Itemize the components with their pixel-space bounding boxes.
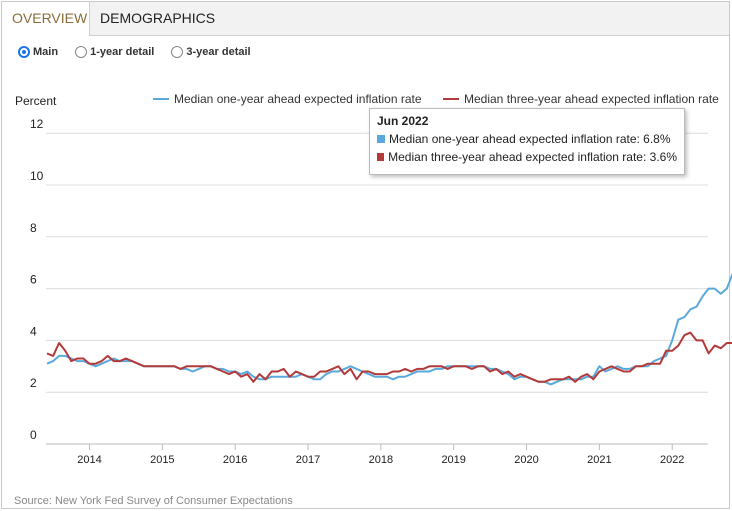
source-note: Source: New York Fed Survey of Consumer … [14,495,293,507]
tooltip-three-year-text: Median three-year ahead expected inflati… [388,150,677,164]
three-year-swatch-icon [377,153,385,161]
y-tick-label: 4 [30,324,37,338]
radio-main-label: Main [33,46,59,58]
y-axis-label: Percent [15,94,57,108]
tab-bar: OVERVIEW DEMOGRAPHICS [2,2,729,36]
legend-three-year-label: Median three-year ahead expected inflati… [464,92,719,106]
tab-demographics[interactable]: DEMOGRAPHICS [100,10,216,26]
y-tick-label: 8 [30,221,37,235]
one-year-swatch-icon [377,135,385,143]
radio-1-year-detail-label: 1-year detail [90,46,155,58]
x-tick-label: 2019 [441,454,465,466]
y-tick-label: 10 [30,169,44,183]
y-tick-label: 0 [30,428,37,442]
data-tooltip: Jun 2022 Median one-year ahead expected … [369,108,685,175]
radio-checked-icon [18,46,30,58]
radio-3-year-detail-label: 3-year detail [186,46,251,58]
radio-unchecked-icon [171,46,184,58]
x-tick-label: 2022 [660,454,684,466]
radio-unchecked-icon [75,46,88,58]
x-tick-label: 2018 [369,454,393,466]
x-tick-label: 2017 [296,454,320,466]
tab-overview[interactable]: OVERVIEW [2,2,90,36]
tooltip-one-year-text: Median one-year ahead expected inflation… [389,132,671,146]
tooltip-title: Jun 2022 [377,114,429,128]
x-tick-label: 2021 [587,454,611,466]
y-tick-label: 6 [30,273,37,287]
legend-one-year-label: Median one-year ahead expected inflation… [174,92,422,106]
view-radio-group: Main 1-year detail 3-year detail [18,46,265,61]
radio-1-year-detail[interactable]: 1-year detail [75,46,154,58]
y-tick-label: 12 [30,117,44,131]
x-tick-label: 2014 [77,454,101,466]
tooltip-row-three-year: Median three-year ahead expected inflati… [377,150,677,164]
radio-3-year-detail[interactable]: 3-year detail [171,46,251,58]
x-tick-label: 2020 [514,454,538,466]
x-tick-label: 2015 [150,454,174,466]
x-tick-label: 2016 [223,454,247,466]
tooltip-row-one-year: Median one-year ahead expected inflation… [377,132,677,146]
series-line-three-year [46,331,732,383]
y-tick-label: 2 [30,376,37,390]
radio-main[interactable]: Main [18,46,58,58]
